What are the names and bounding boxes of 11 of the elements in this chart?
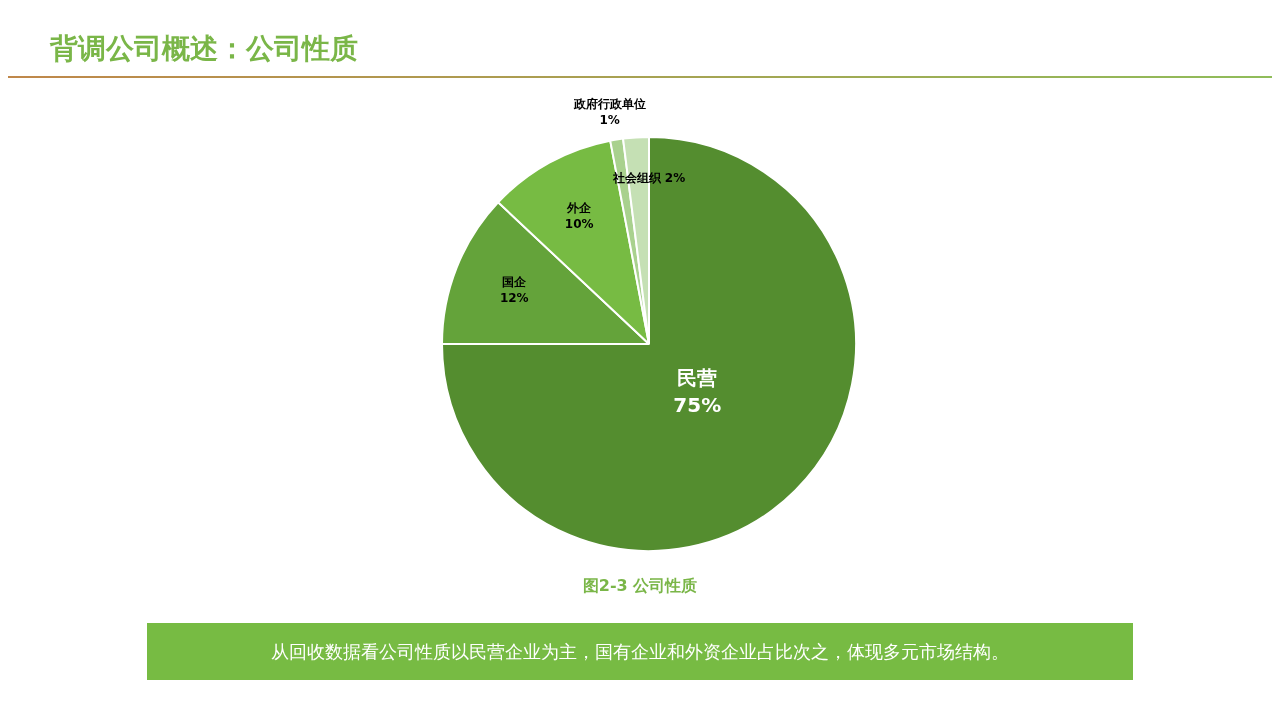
slice-label: 外企 <box>566 201 593 216</box>
caption: 图2-3 公司性质 <box>581 576 699 597</box>
text: 背调公司概述：公司性质 <box>50 31 358 67</box>
data-label: 75% <box>673 392 722 417</box>
slice-label: 民营 <box>677 365 718 390</box>
data-label: 1% <box>599 113 620 128</box>
data-label: 12% <box>499 290 529 305</box>
text: 从回收数据看公司性质以民营企业为主，国有企业和外资企业占比次之，体现多元市场结构。 <box>147 623 1133 680</box>
slice-label: 政府行政单位 <box>572 97 646 112</box>
slice-label: 国企 <box>502 274 528 289</box>
data-label: 10% <box>564 217 594 232</box>
